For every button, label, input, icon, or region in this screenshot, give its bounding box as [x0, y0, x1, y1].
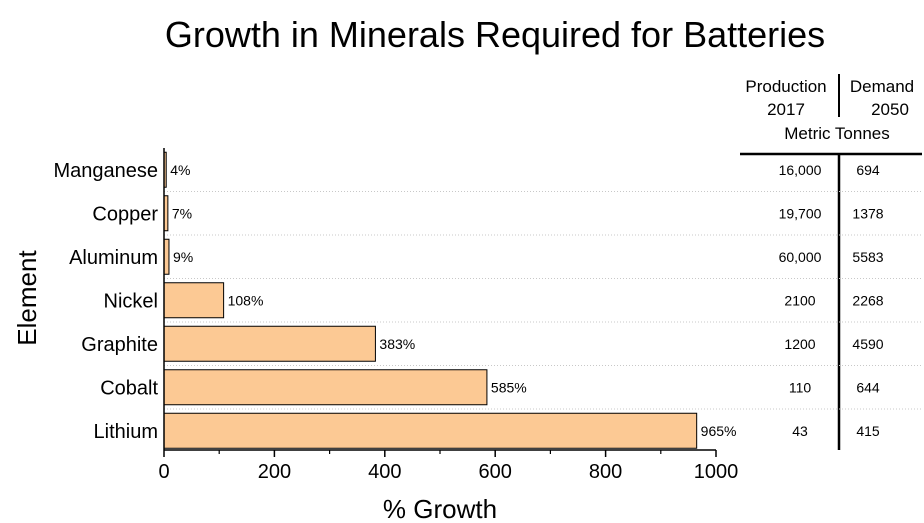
production-2017-lithium: 43	[792, 423, 808, 439]
category-label-cobalt: Cobalt	[100, 377, 158, 399]
demand-2050-cobalt: 644	[856, 379, 880, 395]
bar-cobalt	[163, 369, 488, 406]
x-tick-label: 0	[158, 461, 169, 483]
x-tick-label: 200	[258, 461, 291, 483]
value-label-graphite: 383%	[379, 336, 415, 352]
category-label-aluminum: Aluminum	[69, 247, 158, 269]
value-label-manganese: 4%	[170, 162, 190, 178]
table-units: Metric Tonnes	[784, 124, 890, 143]
value-label-cobalt: 585%	[491, 379, 527, 395]
value-label-aluminum: 9%	[173, 249, 193, 265]
category-label-nickel: Nickel	[104, 290, 158, 312]
table-header-demand: Demand	[850, 77, 914, 96]
x-tick-label: 1000	[694, 461, 739, 483]
demand-2050-manganese: 694	[856, 162, 880, 178]
table-header-2050: 2050	[871, 100, 909, 119]
production-2017-aluminum: 60,000	[779, 249, 822, 265]
x-tick-label: 800	[589, 461, 622, 483]
bar-lithium	[163, 412, 698, 449]
value-label-copper: 7%	[172, 205, 192, 221]
demand-2050-aluminum: 5583	[852, 249, 883, 265]
value-label-lithium: 965%	[701, 423, 737, 439]
y-axis-title: Element	[12, 250, 42, 346]
table-header-2017: 2017	[767, 100, 805, 119]
table-header-production: Production	[745, 77, 826, 96]
demand-2050-lithium: 415	[856, 423, 880, 439]
category-label-copper: Copper	[92, 203, 158, 225]
bar-nickel	[163, 282, 225, 319]
category-label-manganese: Manganese	[53, 160, 158, 182]
production-2017-nickel: 2100	[784, 292, 815, 308]
plot-area: Manganese 4% 16,000 694 Copper 7% 19,700 1378 Al…	[53, 148, 922, 483]
demand-2050-copper: 1378	[852, 205, 883, 221]
category-label-graphite: Graphite	[81, 334, 158, 356]
production-2017-graphite: 1200	[784, 336, 815, 352]
demand-2050-graphite: 4590	[852, 336, 883, 352]
category-label-lithium: Lithium	[94, 421, 158, 443]
x-axis-title: % Growth	[383, 494, 497, 523]
production-2017-manganese: 16,000	[779, 162, 822, 178]
production-2017-copper: 19,700	[779, 205, 822, 221]
value-label-nickel: 108%	[228, 292, 264, 308]
bar-graphite	[163, 325, 376, 362]
chart-title: Growth in Minerals Required for Batterie…	[165, 14, 825, 55]
production-2017-cobalt: 110	[789, 379, 812, 395]
x-tick-label: 400	[368, 461, 401, 483]
demand-2050-nickel: 2268	[852, 292, 883, 308]
x-tick-label: 600	[479, 461, 512, 483]
